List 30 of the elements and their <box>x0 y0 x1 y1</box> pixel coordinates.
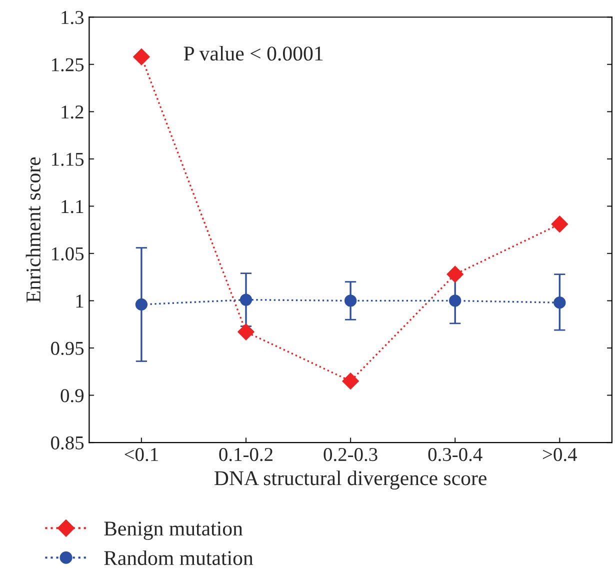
y-tick-label: 1.3 <box>62 11 84 24</box>
y-axis-title: Enrichment score <box>26 157 40 302</box>
point <box>344 294 357 307</box>
legend-label: Benign mutation <box>104 522 243 540</box>
y-tick-label: 1.15 <box>52 152 84 166</box>
y-tick-label: 1.25 <box>52 58 84 72</box>
x-tick-label: 0.1-0.2 <box>219 448 272 462</box>
annotation: P value < 0.0001 <box>184 46 323 61</box>
point <box>135 298 148 311</box>
legend-label: Random mutation <box>104 550 254 566</box>
point <box>449 294 462 307</box>
x-tick-label: >0.4 <box>543 448 577 462</box>
point <box>133 48 150 66</box>
y-tick-label: 0.95 <box>51 342 84 356</box>
y-tick-label: 0.9 <box>60 389 84 402</box>
point <box>240 294 252 306</box>
point <box>342 372 359 390</box>
point <box>554 296 566 309</box>
x-tick-label: 0.3-0.4 <box>428 448 482 462</box>
x-axis-title: DNA structural divergence score <box>214 470 486 490</box>
y-tick-label: 1.2 <box>62 106 84 119</box>
y-tick-label: 1 <box>76 294 84 308</box>
x-tick-label: 0.2-0.3 <box>324 448 378 462</box>
y-tick-label: 0.85 <box>51 436 84 450</box>
point <box>551 216 568 233</box>
x-tick-label: <0.1 <box>124 448 158 462</box>
y-tick-label: 1.05 <box>52 247 84 260</box>
point <box>446 266 464 283</box>
y-tick-label: 1.1 <box>62 200 84 214</box>
point <box>238 324 254 340</box>
